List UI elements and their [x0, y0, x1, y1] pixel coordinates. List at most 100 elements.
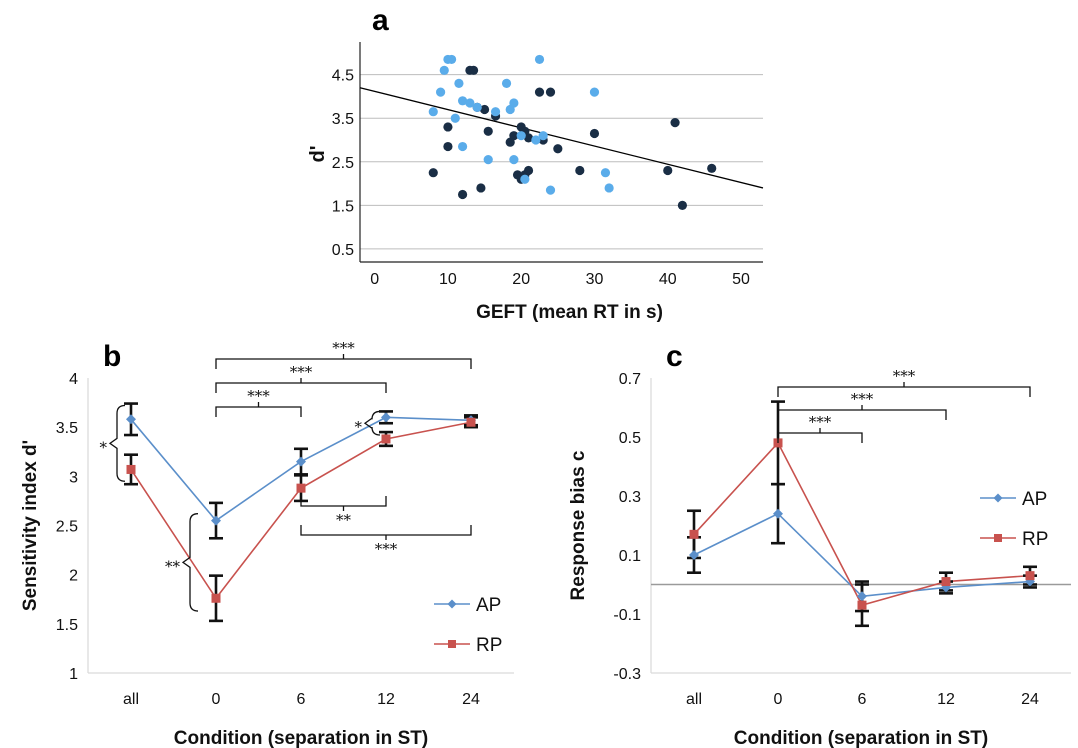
- panel-letter-b: b: [103, 340, 121, 373]
- x-tick-label: 6: [858, 691, 867, 708]
- scatter-point: [604, 183, 614, 193]
- significance-bracket: [181, 513, 199, 612]
- legend-marker: [994, 534, 1002, 542]
- scatter-point: [450, 113, 460, 123]
- scatter-point: [600, 168, 611, 178]
- scatter-point: [553, 144, 563, 154]
- scatter-point: [545, 185, 556, 195]
- significance-label: ***: [851, 390, 874, 408]
- scatter-point: [465, 98, 475, 108]
- y-tick-label: 0.5: [332, 242, 354, 259]
- scatter-point: [472, 102, 482, 112]
- significance-label: **: [336, 511, 352, 529]
- panel-letter-a: a: [372, 4, 389, 37]
- x-tick-label: 24: [1021, 691, 1039, 708]
- x-axis-label: GEFT (mean RT in s): [476, 302, 663, 323]
- y-tick-label: 0.5: [619, 430, 641, 447]
- x-tick-label: 6: [297, 691, 306, 708]
- data-point-rp: [296, 483, 306, 493]
- scatter-point: [476, 183, 486, 193]
- significance-label: **: [165, 557, 181, 575]
- significance-label: ***: [332, 339, 355, 357]
- scatter-point: [589, 87, 600, 97]
- data-point-rp: [126, 464, 136, 474]
- scatter-point: [707, 163, 717, 173]
- significance-bracket: [215, 358, 472, 369]
- y-tick-label: 3.5: [332, 111, 354, 128]
- y-tick-label: 0.7: [619, 371, 641, 388]
- scatter-point: [446, 54, 457, 65]
- scatter-point: [439, 65, 449, 75]
- scatter-point: [538, 131, 548, 141]
- scatter-point: [509, 98, 519, 108]
- data-point-ap: [126, 414, 136, 425]
- legend-label-rp: RP: [476, 635, 502, 656]
- data-point-rp: [941, 577, 951, 587]
- x-tick-label: all: [123, 691, 139, 708]
- scatter-point: [531, 135, 541, 145]
- y-tick-label: 0.1: [619, 548, 641, 565]
- significance-label: *: [355, 418, 363, 436]
- y-tick-label: 1.5: [332, 198, 354, 215]
- significance-bracket: [300, 525, 472, 536]
- legend-label-ap: AP: [476, 595, 501, 616]
- data-point-ap: [773, 508, 783, 519]
- panel-a: a 0.5 1.5 2.5 3.5 4.5 0 10 20 30 40 50 GEFT (mean RT…: [307, 4, 764, 323]
- legend-label-rp: RP: [1022, 529, 1048, 550]
- significance-label: ***: [893, 367, 916, 385]
- data-point-ap: [857, 591, 867, 602]
- y-axis-label: Sensitivity index d': [20, 440, 41, 611]
- scatter-point: [523, 133, 534, 143]
- scatter-point: [509, 131, 519, 141]
- data-point-rp: [1025, 571, 1035, 581]
- y-tick-label: -0.3: [613, 666, 641, 683]
- x-tick-label: 10: [439, 271, 457, 288]
- significance-label: ***: [290, 363, 313, 381]
- x-tick-label: 30: [586, 271, 604, 288]
- y-tick-label: 4: [69, 371, 78, 388]
- scatter-point: [457, 141, 468, 152]
- scatter-point: [534, 54, 545, 65]
- data-point-ap: [381, 412, 391, 423]
- y-tick-label: 2.5: [56, 519, 78, 536]
- x-tick-label: 40: [659, 271, 677, 288]
- significance-bracket: [108, 404, 126, 482]
- x-tick-label: 12: [377, 691, 395, 708]
- x-tick-label: 0: [370, 271, 379, 288]
- scatter-point: [677, 200, 688, 210]
- data-point-rp: [381, 434, 391, 444]
- legend-marker: [447, 599, 457, 609]
- y-tick-label: 3.5: [56, 420, 78, 437]
- y-tick-label: 2.5: [332, 155, 354, 172]
- data-point-rp: [857, 600, 867, 610]
- x-tick-label: 0: [774, 691, 783, 708]
- scatter-point: [545, 87, 556, 97]
- scatter-point: [520, 174, 530, 184]
- y-tick-label: 1.5: [56, 617, 78, 634]
- scatter-point: [468, 65, 479, 75]
- significance-bracket: [215, 382, 387, 393]
- data-point-rp: [689, 529, 699, 539]
- legend-marker: [448, 640, 456, 648]
- scatter-point: [457, 96, 468, 106]
- significance-bracket: [777, 409, 947, 420]
- scatter-point: [428, 107, 438, 117]
- significance-bracket: [363, 410, 381, 436]
- y-tick-label: 4.5: [332, 68, 354, 85]
- scatter-point: [483, 155, 493, 165]
- scatter-point: [479, 104, 490, 115]
- scatter-point: [457, 189, 468, 200]
- x-tick-label: 12: [937, 691, 955, 708]
- scatter-point: [670, 117, 680, 128]
- panel-c: c -0.3 -0.1 0.1 0.3 0.5 0.7 all 0 6 12 24 AP RP Condit…: [568, 340, 1071, 748]
- scatter-point: [575, 165, 585, 176]
- significance-label: *: [100, 438, 108, 456]
- panel-b: b 1 1.5 2 2.5 3 3.5 4 all 0 6 12 24 AP RP Condition (se…: [20, 339, 514, 748]
- y-tick-label: 1: [69, 666, 78, 683]
- significance-label: ***: [375, 540, 398, 558]
- scatter-point: [454, 78, 464, 88]
- x-axis-label: Condition (separation in ST): [174, 728, 428, 748]
- y-tick-label: 3: [69, 469, 78, 486]
- significance-label: ***: [247, 387, 270, 405]
